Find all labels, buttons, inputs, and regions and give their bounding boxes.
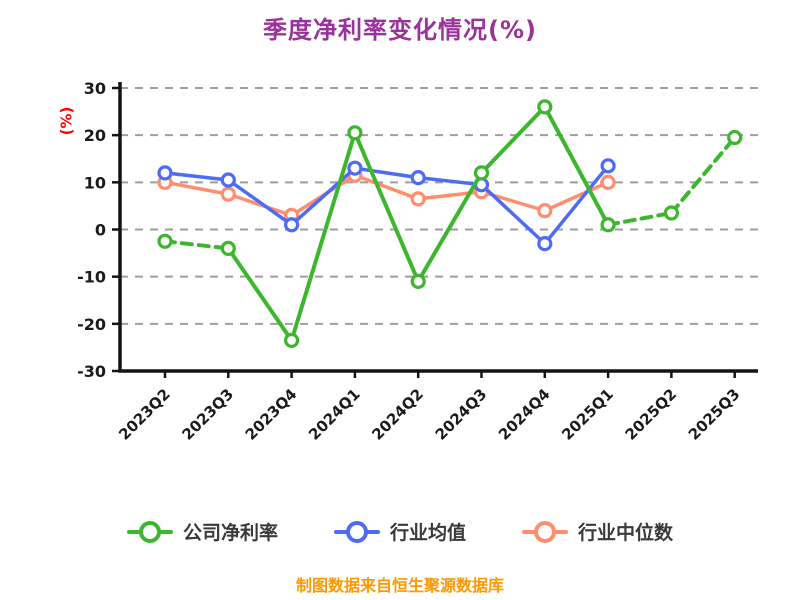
svg-text:2024Q3: 2024Q3 [432,385,491,444]
industry-median-series-marker-icon [522,520,568,544]
legend-label: 行业中位数 [578,522,674,544]
svg-text:2023Q3: 2023Q3 [178,385,237,444]
data-source-note: 制图数据来自恒生聚源数据库 [295,576,504,595]
legend-label: 行业均值 [389,522,466,544]
company-series-marker-icon [126,520,173,544]
legend-item-industry-median[interactable]: 行业中位数 [522,518,673,545]
svg-text:2023Q4: 2023Q4 [242,385,301,444]
svg-text:30: 30 [84,79,106,98]
svg-text:-20: -20 [77,315,106,334]
svg-text:10: 10 [84,173,106,192]
svg-text:2024Q1: 2024Q1 [305,385,364,444]
svg-text:2025Q1: 2025Q1 [558,385,617,444]
legend-item-company-net-margin[interactable]: 公司净利率 [126,518,278,545]
svg-text:2023Q2: 2023Q2 [115,385,174,444]
svg-text:2025Q2: 2025Q2 [622,385,681,444]
svg-text:2025Q3: 2025Q3 [685,385,744,444]
legend: 公司净利率 行业均值 行业中位数 [0,518,800,545]
svg-text:2024Q2: 2024Q2 [368,385,427,444]
svg-text:-30: -30 [77,362,106,381]
svg-text:-10: -10 [77,268,106,287]
legend-label: 公司净利率 [182,522,278,544]
industry-mean-series-marker-icon [333,520,380,544]
legend-item-industry-mean[interactable]: 行业均值 [333,518,466,545]
svg-text:2024Q4: 2024Q4 [495,385,554,444]
svg-text:0: 0 [95,221,106,240]
chart-title: 季度净利率变化情况(%) [263,16,537,44]
svg-text:20: 20 [84,126,106,145]
